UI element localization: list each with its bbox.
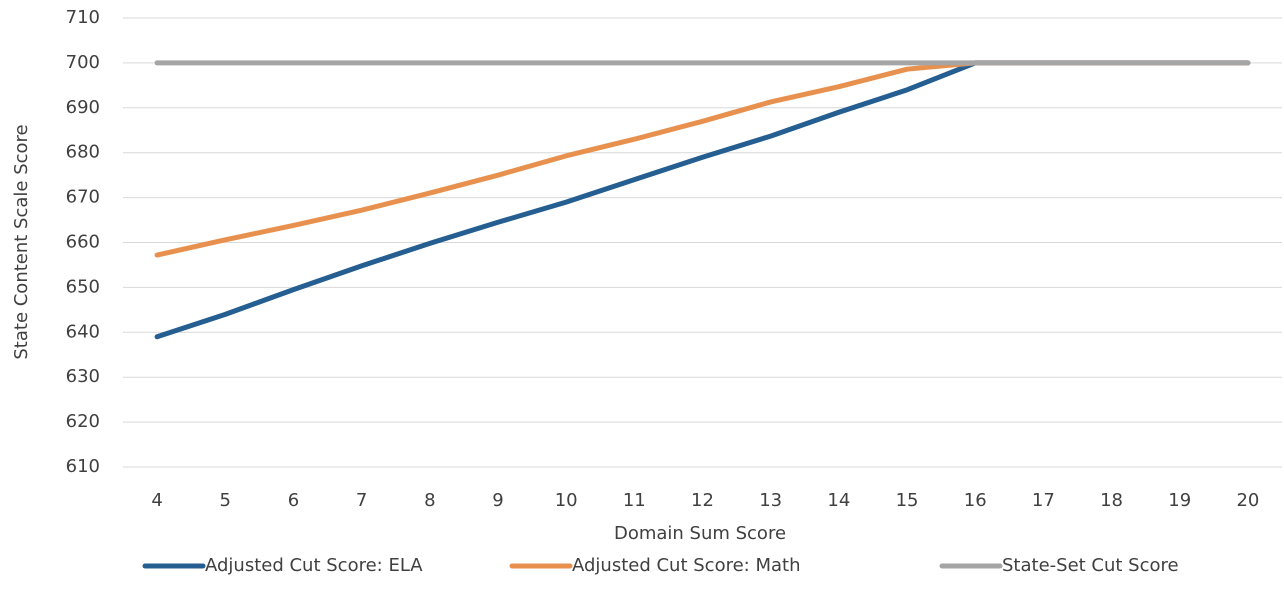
x-tick-label: 16: [964, 490, 987, 511]
y-tick-label: 680: [66, 142, 100, 163]
x-axis-title: Domain Sum Score: [614, 523, 786, 544]
y-tick-label: 650: [66, 276, 100, 297]
x-tick-label: 10: [555, 490, 578, 511]
x-tick-label: 5: [220, 490, 231, 511]
x-tick-label: 17: [1032, 490, 1055, 511]
legend-label: Adjusted Cut Score: Math: [572, 555, 800, 576]
x-tick-label: 6: [288, 490, 299, 511]
x-tick-label: 9: [492, 490, 503, 511]
legend-label: Adjusted Cut Score: ELA: [205, 555, 423, 576]
x-tick-label: 14: [827, 490, 850, 511]
x-tick-label: 13: [759, 490, 782, 511]
x-tick-label: 11: [623, 490, 646, 511]
y-tick-label: 630: [66, 366, 100, 387]
x-tick-label: 7: [356, 490, 367, 511]
legend-label: State-Set Cut Score: [1002, 555, 1179, 576]
x-tick-label: 20: [1236, 490, 1259, 511]
x-tick-label: 4: [151, 490, 162, 511]
y-tick-label: 660: [66, 232, 100, 253]
x-tick-label: 15: [896, 490, 919, 511]
y-tick-label: 670: [66, 187, 100, 208]
y-tick-label: 620: [66, 411, 100, 432]
x-tick-label: 18: [1100, 490, 1123, 511]
x-tick-label: 12: [691, 490, 714, 511]
x-tick-label: 19: [1168, 490, 1191, 511]
y-tick-label: 700: [66, 52, 100, 73]
x-tick-label: 8: [424, 490, 435, 511]
y-tick-label: 690: [66, 97, 100, 118]
y-tick-label: 610: [66, 456, 100, 477]
line-series: [154, 60, 1251, 340]
y-axis-title: State Content Scale Score: [11, 124, 32, 359]
y-tick-label: 710: [66, 7, 100, 28]
y-tick-label: 640: [66, 321, 100, 342]
